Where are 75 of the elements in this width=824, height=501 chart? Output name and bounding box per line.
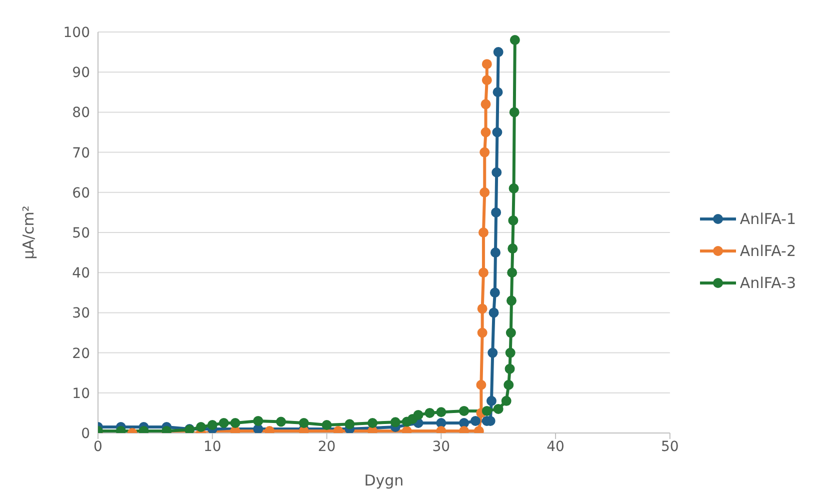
point bbox=[504, 380, 514, 390]
point bbox=[508, 244, 518, 254]
x-tick-label: 50 bbox=[661, 438, 679, 455]
point bbox=[478, 268, 488, 278]
point bbox=[486, 396, 496, 406]
point bbox=[507, 268, 518, 278]
point bbox=[344, 419, 355, 430]
point bbox=[490, 288, 500, 298]
point bbox=[505, 348, 516, 358]
point bbox=[480, 187, 490, 198]
point bbox=[322, 420, 332, 430]
y-tick-label: 100 bbox=[63, 24, 90, 41]
point bbox=[508, 183, 519, 194]
point bbox=[390, 417, 400, 428]
point bbox=[506, 328, 516, 338]
point bbox=[480, 99, 491, 110]
point bbox=[493, 404, 504, 414]
point bbox=[510, 35, 520, 46]
point bbox=[276, 416, 286, 427]
point bbox=[490, 248, 500, 258]
point bbox=[491, 207, 502, 218]
point bbox=[482, 406, 492, 416]
legend-label: AnlFA-2 bbox=[740, 242, 796, 260]
y-tick-label: 80 bbox=[72, 105, 90, 122]
legend-label: AnlFA-3 bbox=[740, 274, 796, 292]
point bbox=[482, 75, 492, 86]
point bbox=[459, 406, 470, 416]
point bbox=[207, 420, 218, 430]
point bbox=[196, 422, 206, 432]
y-tick-label: 70 bbox=[72, 145, 90, 162]
point bbox=[424, 408, 435, 418]
point bbox=[436, 418, 446, 428]
point bbox=[509, 107, 520, 118]
point bbox=[478, 228, 488, 238]
legend-label: AnlFA-1 bbox=[740, 210, 796, 228]
x-tick-label: 20 bbox=[318, 438, 336, 455]
point bbox=[253, 424, 264, 433]
point bbox=[480, 127, 491, 138]
x-tick-label: 40 bbox=[546, 438, 564, 455]
y-tick-label: 50 bbox=[72, 225, 90, 242]
point bbox=[436, 407, 446, 418]
point bbox=[413, 410, 424, 420]
y-tick-label: 0 bbox=[81, 426, 90, 442]
point bbox=[492, 167, 502, 178]
point bbox=[508, 215, 518, 226]
point bbox=[488, 348, 498, 358]
point bbox=[477, 328, 488, 338]
point bbox=[480, 147, 490, 158]
x-axis-title: Dygn bbox=[364, 472, 404, 490]
point bbox=[477, 304, 488, 314]
x-tick-label: 30 bbox=[432, 438, 450, 455]
y-tick-label: 30 bbox=[72, 306, 90, 322]
point bbox=[501, 396, 512, 406]
x-tick-label: 0 bbox=[94, 438, 102, 455]
point bbox=[368, 418, 378, 428]
point bbox=[492, 87, 503, 98]
point bbox=[493, 47, 504, 58]
point bbox=[488, 308, 499, 318]
point bbox=[482, 59, 492, 70]
y-axis-title: μA/cm² bbox=[19, 206, 38, 260]
point bbox=[218, 418, 229, 428]
x-tick-label: 10 bbox=[203, 438, 222, 455]
y-tick-label: 40 bbox=[72, 266, 90, 282]
y-tick-label: 90 bbox=[72, 65, 90, 82]
y-tick-label: 10 bbox=[72, 386, 90, 402]
point bbox=[492, 127, 502, 138]
point bbox=[476, 380, 486, 390]
point bbox=[298, 418, 309, 428]
y-tick-label: 20 bbox=[72, 346, 90, 362]
y-tick-label: 60 bbox=[72, 185, 90, 202]
point bbox=[253, 416, 264, 426]
point bbox=[470, 416, 480, 426]
point bbox=[506, 296, 516, 306]
point bbox=[230, 418, 240, 428]
point bbox=[504, 364, 515, 374]
